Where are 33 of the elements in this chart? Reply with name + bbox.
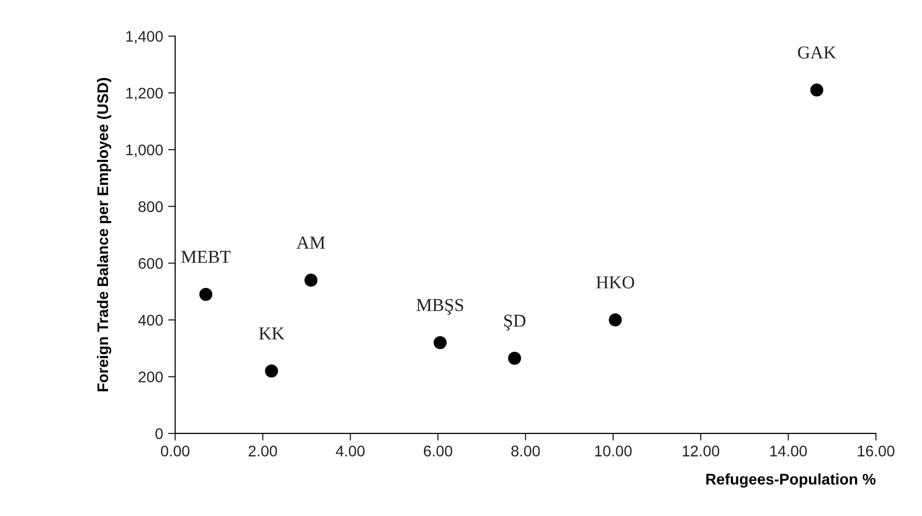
- x-tick-label: 8.00: [511, 446, 540, 456]
- y-tick-label: 600: [138, 258, 163, 269]
- x-tick-label: 2.00: [248, 446, 278, 456]
- point: [265, 364, 278, 378]
- point: [304, 274, 318, 287]
- annotation: MBŞS: [416, 299, 464, 315]
- x-tick-label: 16.00: [858, 446, 894, 456]
- x-tick-label: 14.00: [770, 446, 807, 456]
- y-tick-label: 1,400: [126, 30, 163, 44]
- x-tick-label: 10.00: [595, 446, 632, 456]
- y-tick-label: 800: [138, 201, 163, 212]
- annotation: MEBT: [181, 250, 231, 263]
- point: [199, 288, 212, 301]
- x-axis-title: Refugees-Population %: [706, 473, 876, 488]
- annotation: HKO: [596, 276, 634, 288]
- x-tick-label: 0.00: [160, 446, 190, 456]
- annotation: ŞD: [504, 314, 526, 330]
- annotation: KK: [259, 328, 284, 340]
- x-tick-label: 12.00: [682, 446, 720, 456]
- annotation: AM: [296, 236, 325, 249]
- point: [608, 313, 622, 326]
- point: [810, 84, 824, 97]
- y-tick-label: 1,000: [126, 144, 163, 158]
- y-tick-label: 0: [155, 428, 163, 440]
- x-tick-label: 4.00: [336, 446, 365, 456]
- point: [508, 352, 522, 365]
- x-tick-label: 6.00: [424, 446, 452, 456]
- y-tick-label: 400: [138, 314, 163, 326]
- y-axis-title: Foreign Trade Balance per Employee (USD): [96, 78, 112, 392]
- y-tick-label: 1,200: [126, 88, 163, 100]
- y-tick-label: 200: [138, 372, 163, 382]
- annotation: GAK: [798, 46, 836, 59]
- point: [434, 336, 447, 350]
